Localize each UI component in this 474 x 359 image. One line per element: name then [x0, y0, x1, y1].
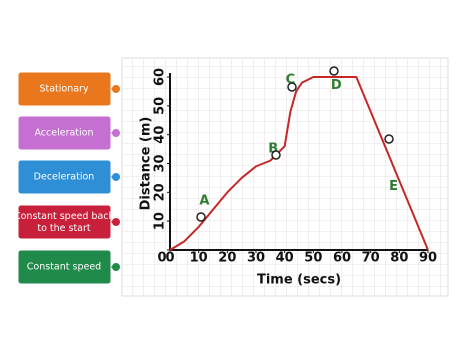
button-label: Constant speed back to the start	[14, 211, 115, 234]
button-bg	[17, 204, 112, 240]
y-tick-label: 50	[153, 97, 168, 115]
label-button[interactable]: Deceleration	[17, 159, 120, 195]
connector-dot	[112, 218, 120, 226]
x-tick-label: 50	[304, 251, 322, 266]
button-label: Stationary	[39, 84, 89, 95]
y-tick-label: 0	[157, 251, 166, 266]
y-tick-label: 30	[153, 154, 168, 172]
label-button[interactable]: Stationary	[17, 71, 120, 107]
y-axis-label: Distance (m)	[139, 117, 154, 211]
button-bg	[17, 249, 112, 285]
drop-target[interactable]	[287, 82, 297, 92]
x-tick-label: 70	[362, 251, 380, 266]
graph-paper	[121, 57, 449, 297]
label-button[interactable]: Constant speed	[17, 249, 120, 285]
plot: 0 10 20 30 40 50 60 70 80 90 0 10 20 30 40 50 60 Time (se…	[139, 68, 438, 288]
button-label: Constant speed	[27, 262, 101, 273]
connector-dot	[112, 129, 120, 137]
x-axis-label: Time (secs)	[257, 273, 341, 288]
annotation: D	[331, 78, 342, 93]
y-tick-label: 60	[153, 68, 168, 86]
y-tick-label: 20	[153, 183, 168, 201]
x-tick-label: 40	[276, 251, 294, 266]
label-buttons: Stationary Acceleration Deceleration Consta…	[14, 71, 120, 285]
annotation: E	[389, 179, 398, 194]
drop-targets	[196, 66, 394, 222]
y-tick-label: 10	[153, 212, 168, 230]
x-tick-label: 30	[247, 251, 265, 266]
x-tick-label: 20	[218, 251, 236, 266]
label-button[interactable]: Constant speed back to the start	[14, 204, 120, 240]
label-button[interactable]: Acceleration	[17, 115, 120, 151]
button-label: Deceleration	[34, 172, 95, 183]
x-tick-label: 10	[190, 251, 208, 266]
y-tick-label: 40	[153, 126, 168, 144]
x-tick-label: 0	[165, 251, 174, 266]
drop-target[interactable]	[271, 150, 281, 160]
annotation: B	[268, 142, 278, 157]
drop-target[interactable]	[196, 212, 206, 222]
connector-dot	[112, 263, 120, 271]
button-bg	[17, 115, 112, 151]
button-bg	[17, 159, 112, 195]
annotation: C	[286, 72, 296, 87]
annotation: A	[199, 193, 209, 208]
drop-target[interactable]	[384, 134, 394, 144]
x-tick-label: 90	[419, 251, 437, 266]
connector-dot	[112, 85, 120, 93]
x-tick-label: 60	[333, 251, 351, 266]
button-bg	[17, 71, 112, 107]
button-label: Acceleration	[34, 128, 93, 139]
x-tick-label: 80	[390, 251, 408, 266]
connector-dot	[112, 173, 120, 181]
drop-target[interactable]	[329, 66, 339, 76]
